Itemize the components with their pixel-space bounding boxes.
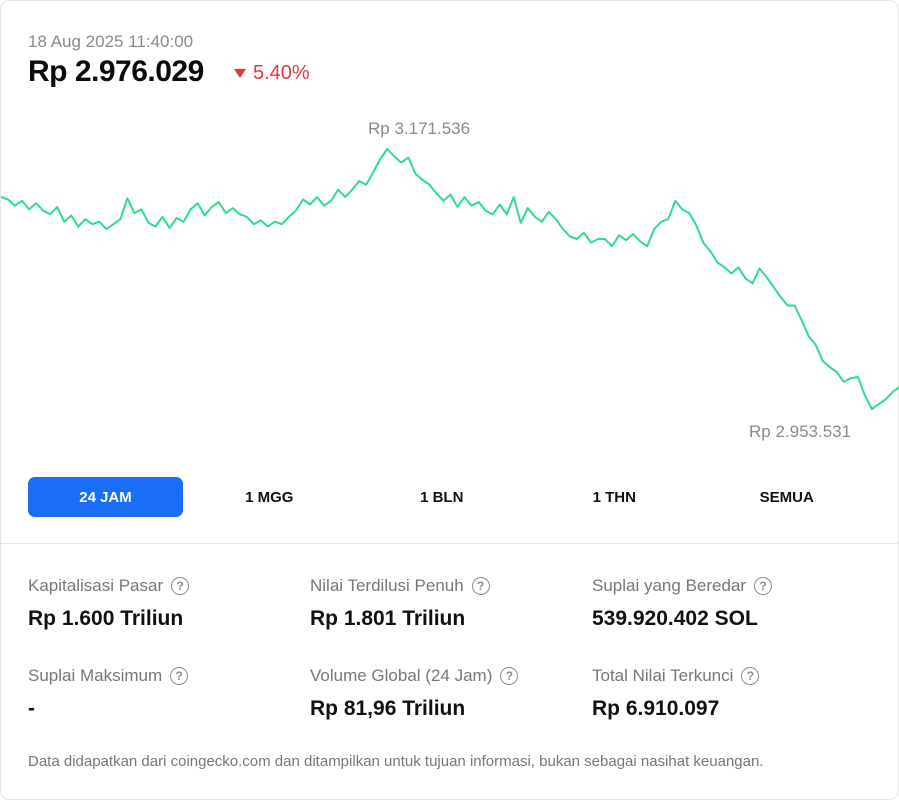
section-divider bbox=[1, 543, 898, 544]
stat-label: Volume Global (24 Jam) bbox=[310, 666, 493, 685]
stat-value: 539.920.402 SOL bbox=[592, 607, 758, 630]
stat-label: Total Nilai Terkunci bbox=[592, 666, 734, 685]
stat-fully-diluted: Nilai Terdilusi Penuh? Rp 1.801 Triliun bbox=[310, 575, 580, 631]
stat-value: - bbox=[28, 697, 35, 720]
down-arrow-icon bbox=[234, 69, 246, 78]
price-chart[interactable] bbox=[1, 111, 899, 451]
stat-value: Rp 81,96 Triliun bbox=[310, 697, 466, 720]
chart-high-label: Rp 3.171.536 bbox=[368, 119, 471, 138]
price-change-percent: 5.40% bbox=[253, 62, 310, 84]
help-icon[interactable]: ? bbox=[170, 667, 189, 685]
price-timestamp: 18 Aug 2025 11:40:00 bbox=[28, 32, 194, 51]
tab-1-thn[interactable]: 1 THN bbox=[592, 488, 636, 506]
current-price: Rp 2.976.029 bbox=[28, 55, 204, 88]
tab-24-jam[interactable]: 24 JAM bbox=[28, 477, 183, 517]
stat-circulating-supply: Suplai yang Beredar? 539.920.402 SOL bbox=[592, 575, 862, 631]
stat-value: Rp 1.600 Triliun bbox=[28, 607, 184, 630]
data-source-disclaimer: Data didapatkan dari coingecko.com dan d… bbox=[28, 753, 764, 770]
stat-market-cap: Kapitalisasi Pasar? Rp 1.600 Triliun bbox=[28, 575, 298, 631]
stat-value: Rp 1.801 Triliun bbox=[310, 607, 466, 630]
stat-total-value-locked: Total Nilai Terkunci? Rp 6.910.097 bbox=[592, 665, 862, 721]
help-icon[interactable]: ? bbox=[471, 577, 490, 595]
tab-1-mgg[interactable]: 1 MGG bbox=[245, 488, 294, 506]
timeframe-tabs: 24 JAM 1 MGG 1 BLN 1 THN SEMUA bbox=[28, 477, 873, 517]
price-line bbox=[1, 148, 899, 410]
stat-label: Suplai Maksimum bbox=[28, 666, 163, 685]
stat-global-volume: Volume Global (24 Jam)? Rp 81,96 Triliun bbox=[310, 665, 580, 721]
stat-label: Kapitalisasi Pasar bbox=[28, 576, 164, 595]
help-icon[interactable]: ? bbox=[500, 667, 519, 685]
help-icon[interactable]: ? bbox=[171, 577, 190, 595]
help-icon[interactable]: ? bbox=[741, 667, 760, 685]
help-icon[interactable]: ? bbox=[754, 577, 773, 595]
stat-value: Rp 6.910.097 bbox=[592, 697, 720, 720]
tab-semua[interactable]: SEMUA bbox=[759, 488, 814, 506]
stat-label: Suplai yang Beredar bbox=[592, 576, 747, 595]
stat-max-supply: Suplai Maksimum? - bbox=[28, 665, 298, 721]
chart-low-label: Rp 2.953.531 bbox=[749, 422, 852, 441]
tab-1-bln[interactable]: 1 BLN bbox=[420, 488, 464, 506]
price-change: 5.40% bbox=[234, 62, 310, 85]
stat-label: Nilai Terdilusi Penuh bbox=[310, 576, 464, 595]
